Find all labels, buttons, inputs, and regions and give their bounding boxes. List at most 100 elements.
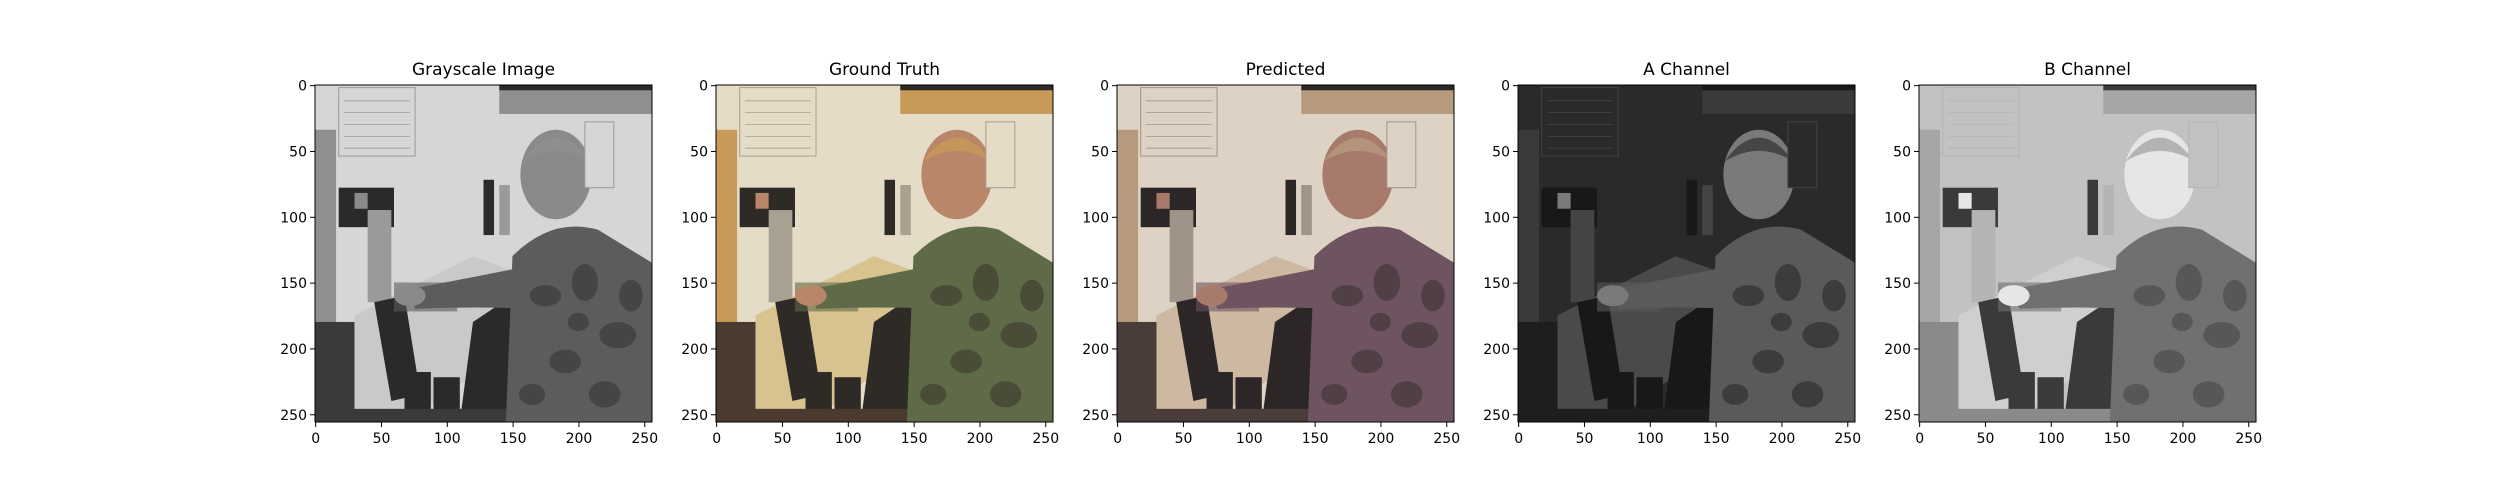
x-tick-label: 0 bbox=[1514, 431, 1523, 447]
y-tick-label: 100 bbox=[1483, 210, 1510, 226]
y-tick-label: 250 bbox=[280, 408, 307, 424]
x-tick-label: 50 bbox=[1977, 431, 1995, 447]
panel-title: B Channel bbox=[2044, 60, 2131, 80]
y-tick-label: 0 bbox=[1501, 79, 1510, 95]
y-tick-label: 200 bbox=[1082, 342, 1109, 358]
soldier-arm bbox=[409, 269, 533, 309]
y-tick-label: 0 bbox=[1902, 79, 1911, 95]
x-tick-label: 250 bbox=[631, 431, 658, 447]
x-tick-label: 150 bbox=[2104, 431, 2131, 447]
axes-frame bbox=[1918, 84, 2257, 423]
monitor bbox=[1169, 210, 1194, 303]
x-tick-label: 100 bbox=[1637, 431, 1664, 447]
y-tick-label: 200 bbox=[1483, 342, 1510, 358]
monitor bbox=[1570, 210, 1595, 303]
y-tick-label: 100 bbox=[681, 210, 708, 226]
y-tick-label: 50 bbox=[1091, 144, 1109, 160]
x-tick-label: 0 bbox=[712, 431, 721, 447]
y-tick-label: 100 bbox=[280, 210, 307, 226]
panel-title: A Channel bbox=[1643, 60, 1730, 80]
x-tick-label: 0 bbox=[1915, 431, 1924, 447]
soldier-arm bbox=[1612, 269, 1736, 309]
y-tick-label: 250 bbox=[681, 408, 708, 424]
image bbox=[1518, 85, 1855, 422]
x-tick-label: 200 bbox=[2170, 431, 2197, 447]
y-tick-label: 150 bbox=[681, 276, 708, 292]
y-tick-label: 200 bbox=[1884, 342, 1911, 358]
soldier-torso bbox=[1708, 226, 1855, 422]
calendar bbox=[1942, 87, 2020, 157]
y-tick-label: 100 bbox=[1884, 210, 1911, 226]
x-tick-label: 150 bbox=[901, 431, 928, 447]
soldier-torso bbox=[2109, 226, 2256, 422]
x-tick-label: 0 bbox=[1113, 431, 1122, 447]
speaker bbox=[1206, 371, 1233, 412]
calendar bbox=[739, 87, 817, 157]
x-tick-label: 100 bbox=[434, 431, 461, 447]
panel-title: Grayscale Image bbox=[412, 60, 555, 80]
x-tick-label: 50 bbox=[373, 431, 391, 447]
image bbox=[716, 85, 1053, 422]
monitor bbox=[367, 210, 392, 303]
soldier-arm bbox=[2013, 269, 2137, 309]
x-tick-label: 50 bbox=[774, 431, 792, 447]
y-tick-label: 200 bbox=[681, 342, 708, 358]
soldier-torso bbox=[1307, 226, 1454, 422]
calendar bbox=[1541, 87, 1619, 157]
x-tick-label: 150 bbox=[1703, 431, 1730, 447]
x-tick-label: 150 bbox=[500, 431, 527, 447]
y-tick-label: 250 bbox=[1082, 408, 1109, 424]
soldier-arm bbox=[810, 269, 934, 309]
x-tick-label: 250 bbox=[1032, 431, 1059, 447]
soldier-torso bbox=[906, 226, 1053, 422]
x-tick-label: 100 bbox=[2038, 431, 2065, 447]
x-tick-label: 100 bbox=[1236, 431, 1263, 447]
y-tick-label: 150 bbox=[1082, 276, 1109, 292]
image bbox=[1117, 85, 1454, 422]
x-tick-label: 150 bbox=[1302, 431, 1329, 447]
y-tick-label: 150 bbox=[1483, 276, 1510, 292]
y-tick-label: 0 bbox=[1100, 79, 1109, 95]
y-tick-label: 150 bbox=[280, 276, 307, 292]
panel-title: Ground Truth bbox=[829, 60, 940, 80]
x-tick-label: 50 bbox=[1576, 431, 1594, 447]
image bbox=[315, 85, 652, 422]
speaker bbox=[404, 371, 431, 412]
y-tick-label: 50 bbox=[690, 144, 708, 160]
x-tick-label: 200 bbox=[1769, 431, 1796, 447]
x-tick-label: 200 bbox=[967, 431, 994, 447]
hand bbox=[794, 285, 827, 307]
y-tick-label: 250 bbox=[1884, 408, 1911, 424]
calendar bbox=[1140, 87, 1218, 157]
speaker bbox=[1607, 371, 1634, 412]
panel-title: Predicted bbox=[1246, 60, 1326, 80]
y-tick-label: 0 bbox=[298, 79, 307, 95]
speaker bbox=[805, 371, 832, 412]
y-tick-label: 250 bbox=[1483, 408, 1510, 424]
y-tick-label: 0 bbox=[699, 79, 708, 95]
y-tick-label: 50 bbox=[1893, 144, 1911, 160]
hand bbox=[1997, 285, 2030, 307]
x-tick-label: 100 bbox=[835, 431, 862, 447]
speaker bbox=[2008, 371, 2035, 412]
image bbox=[1919, 85, 2256, 422]
axes-frame bbox=[1116, 84, 1455, 423]
calendar bbox=[338, 87, 416, 157]
y-tick-label: 150 bbox=[1884, 276, 1911, 292]
hand bbox=[1195, 285, 1228, 307]
x-tick-label: 250 bbox=[1433, 431, 1460, 447]
x-tick-label: 250 bbox=[2235, 431, 2262, 447]
x-tick-label: 200 bbox=[566, 431, 593, 447]
hand bbox=[1596, 285, 1629, 307]
x-tick-label: 200 bbox=[1368, 431, 1395, 447]
monitor bbox=[768, 210, 793, 303]
x-tick-label: 250 bbox=[1834, 431, 1861, 447]
axes-frame bbox=[1517, 84, 1856, 423]
axes-frame bbox=[314, 84, 653, 423]
axes-frame bbox=[715, 84, 1054, 423]
